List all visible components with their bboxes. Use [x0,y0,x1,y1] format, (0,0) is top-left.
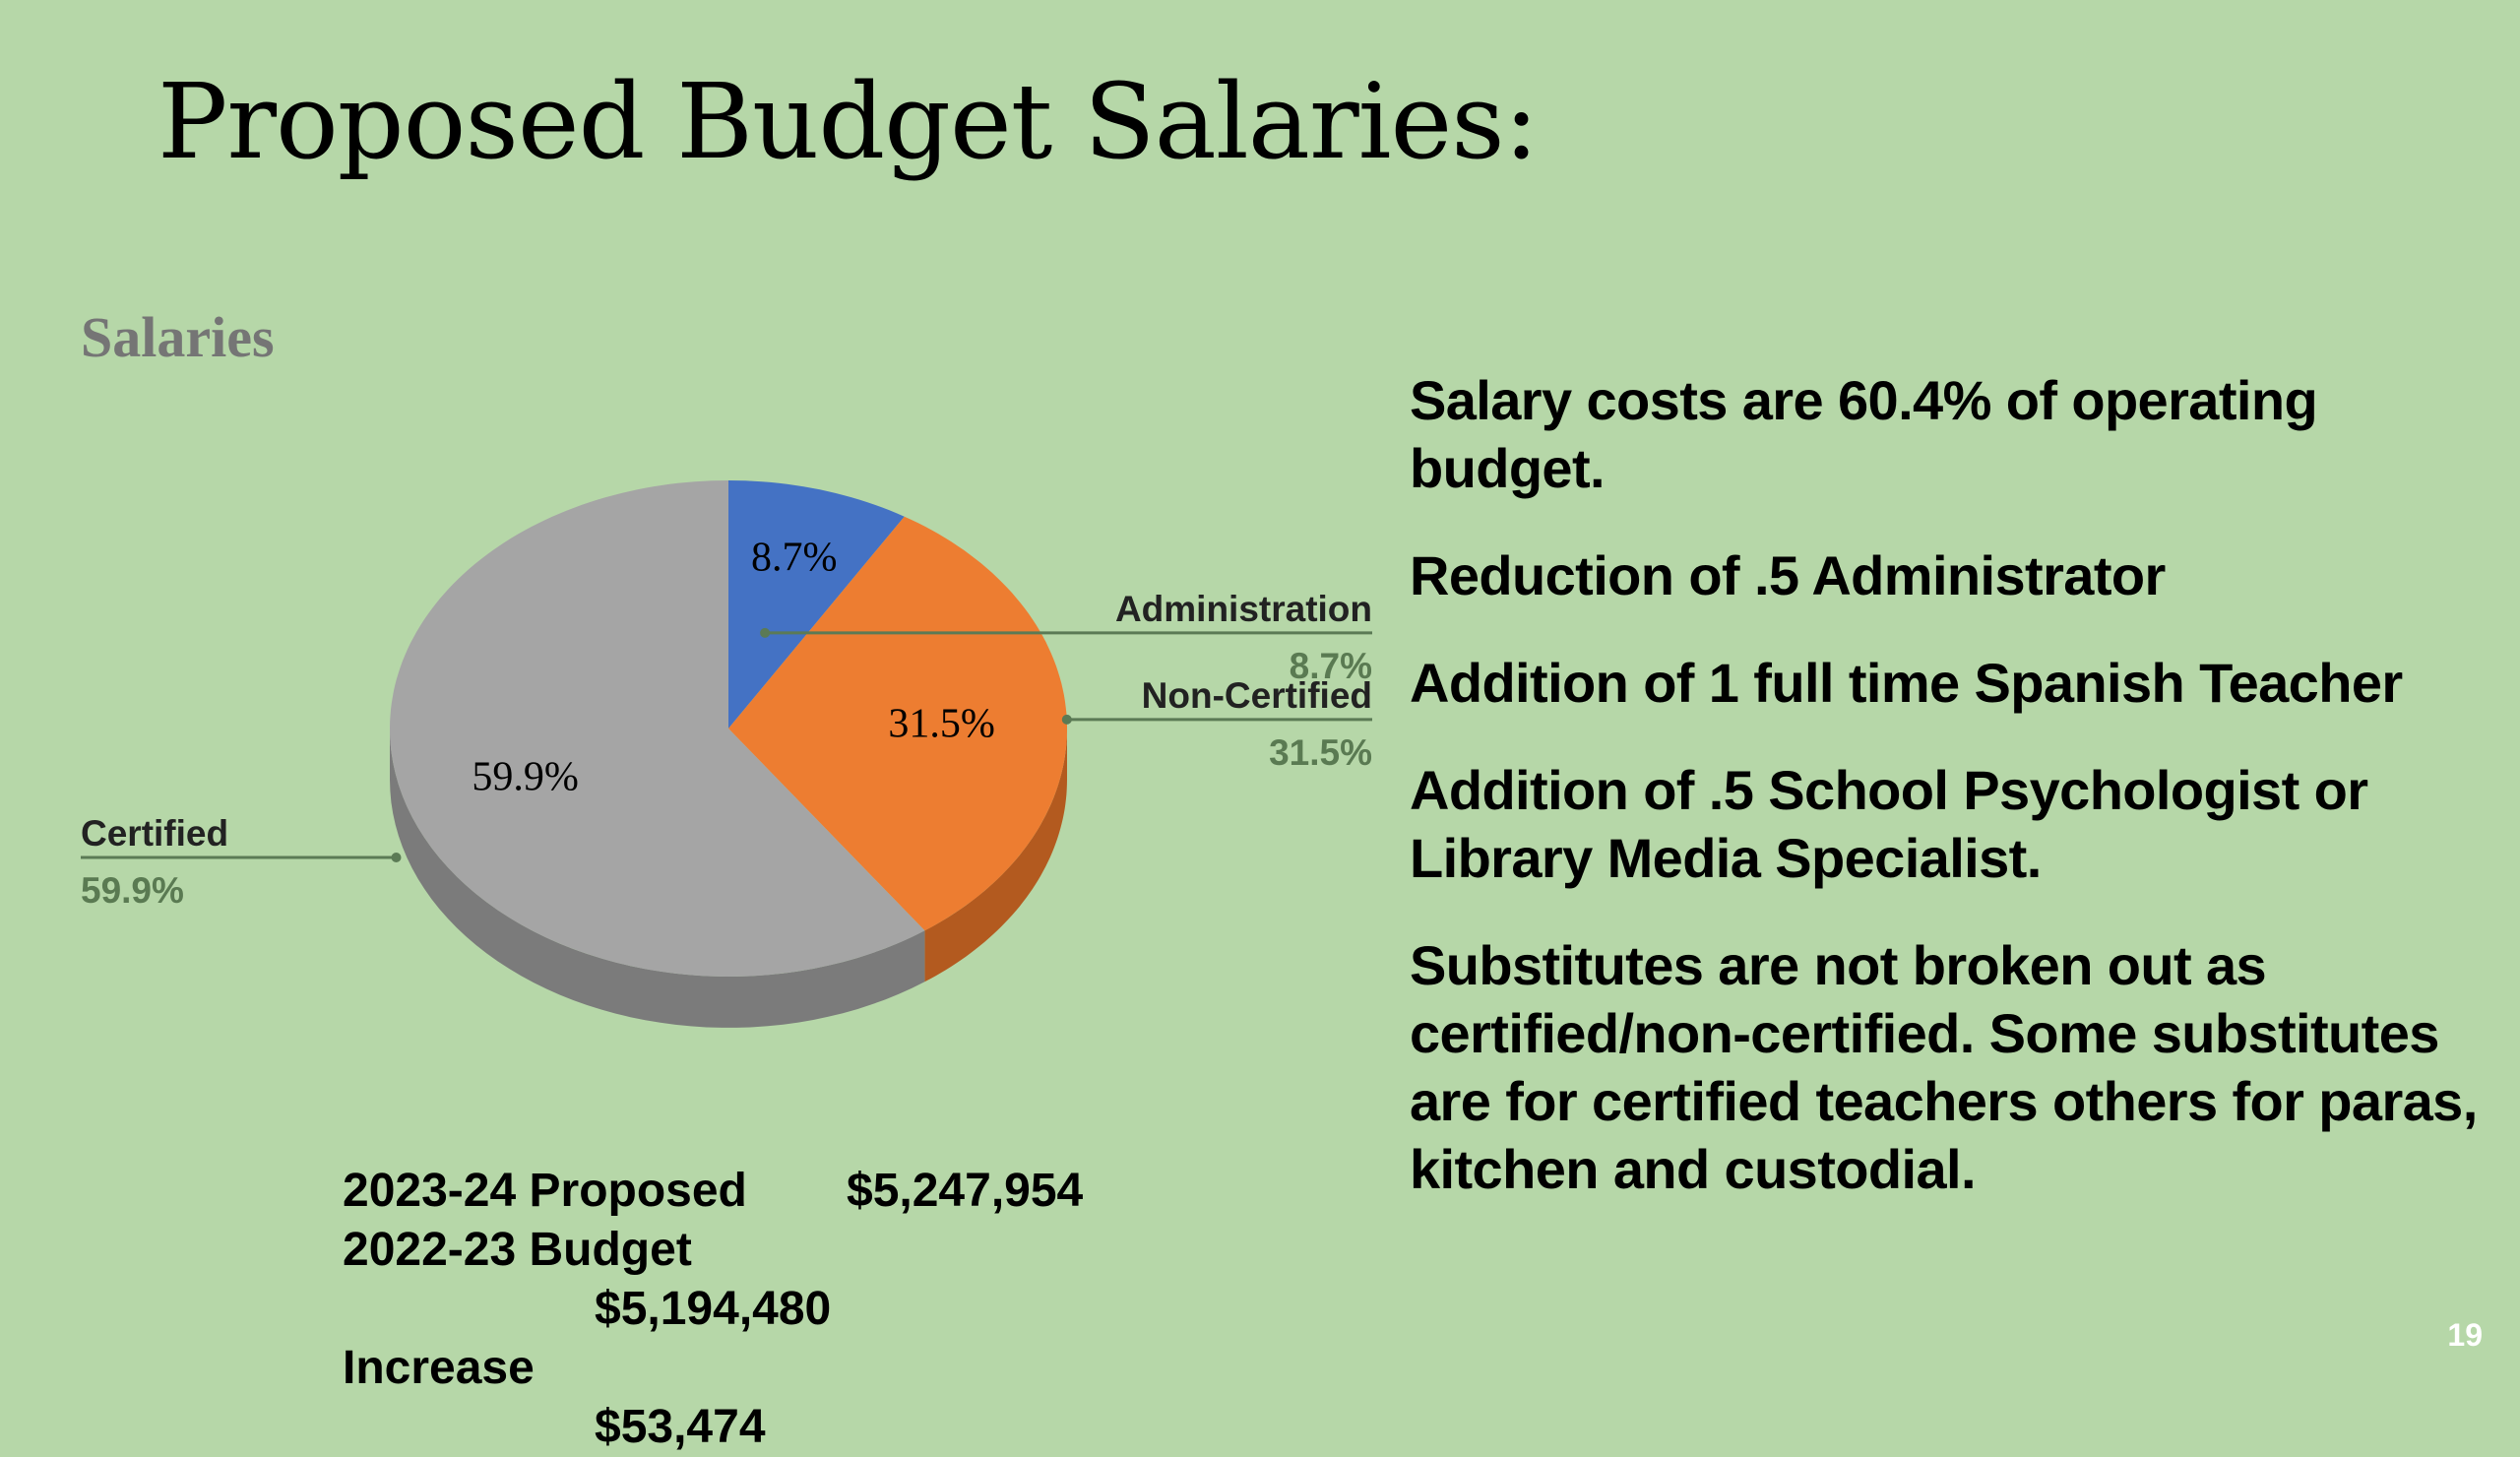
page-number: 19 [2447,1317,2483,1353]
callout-dot-0 [760,627,771,638]
bullet-psychologist: Addition of .5 School Psychologist or Li… [1410,759,2368,889]
pie-callouts: Administration 8.7%Non-Certified 31.5% Cert… [81,589,1372,911]
totals-value-budget: $5,194,480 [595,1283,832,1335]
bullet-spanish-teacher: Addition of 1 full time Spanish Teacher [1410,652,2403,714]
callout-name-1: Non-Certified [1142,675,1372,716]
pie-slice-labels: 8.7% 31.5% 59.9% [472,535,995,799]
totals-label-increase: Increase [343,1342,535,1394]
slice-label-0: 8.7% [751,535,838,580]
budget-totals: 2023-24 Proposed $5,247,954 2022-23 Budg… [343,1162,1150,1457]
callout-dot-2 [391,853,402,862]
totals-label-proposed: 2023-24 Proposed [343,1165,747,1217]
slice-label-2: 59.9% [472,754,579,799]
bullet-salary-share: Salary costs are 60.4% of operating budg… [1410,369,2318,499]
totals-row-budget: 2022-23 Budget [343,1221,1150,1280]
pie-slices [390,480,1067,977]
pie-side-2 [390,728,925,1028]
callout-dot-1 [1061,714,1072,725]
totals-value-proposed: $5,247,954 [847,1165,1084,1217]
pie-slice-0 [728,480,905,728]
callout-value-1: 31.5% [1269,732,1372,773]
pie-sides [390,728,1067,1028]
callout-value-2: 59.9% [81,870,184,911]
totals-row-increase-value: $53,474 [343,1398,1150,1457]
slice-label-1: 31.5% [888,701,995,746]
pie-slice-1 [728,516,1067,931]
slide-title: Proposed Budget Salaries: [158,61,1539,182]
totals-value-increase: $53,474 [595,1401,766,1453]
totals-row-increase: Increase [343,1339,1150,1398]
callout-name-2: Certified [81,813,228,854]
totals-row-budget-value: $5,194,480 [343,1280,1150,1339]
totals-row-proposed: 2023-24 Proposed $5,247,954 [343,1162,1150,1221]
bullet-admin-reduction: Reduction of .5 Administrator [1410,544,2166,606]
pie-slice-2 [390,480,925,977]
bullet-substitutes: Substitutes are not broken out as certif… [1410,934,2478,1200]
pie-side-1 [924,728,1067,982]
bullet-list: Salary costs are 60.4% of operating budg… [1410,366,2502,1242]
salaries-pie-chart: Salaries 8.7% 31.5% 59.9% Administration 8.… [81,305,1372,1028]
chart-title: Salaries [81,305,275,369]
totals-label-budget: 2022-23 Budget [343,1224,692,1276]
callout-value-0: 8.7% [1290,646,1372,686]
callout-name-0: Administration [1115,589,1372,629]
